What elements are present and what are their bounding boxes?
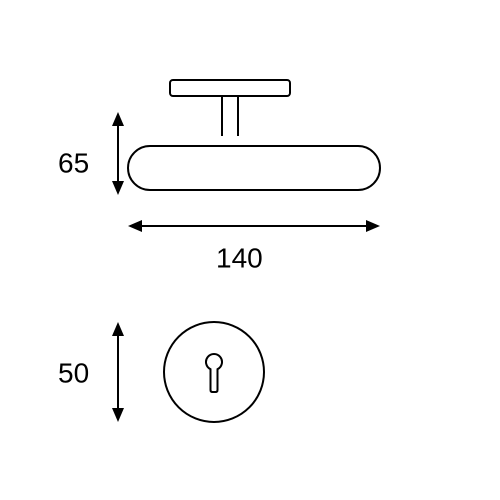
rosette-circle — [164, 322, 264, 422]
handle-lever — [128, 146, 380, 190]
handle-plate — [170, 80, 290, 96]
dimensions.handle_height.value: 65 — [58, 147, 89, 178]
keyhole-icon — [206, 354, 222, 392]
dimensions.handle_width.value: 140 — [216, 242, 263, 273]
dimensions.rosette_dia.value: 50 — [58, 357, 89, 388]
technical-drawing: 65 140 50 — [0, 0, 500, 500]
